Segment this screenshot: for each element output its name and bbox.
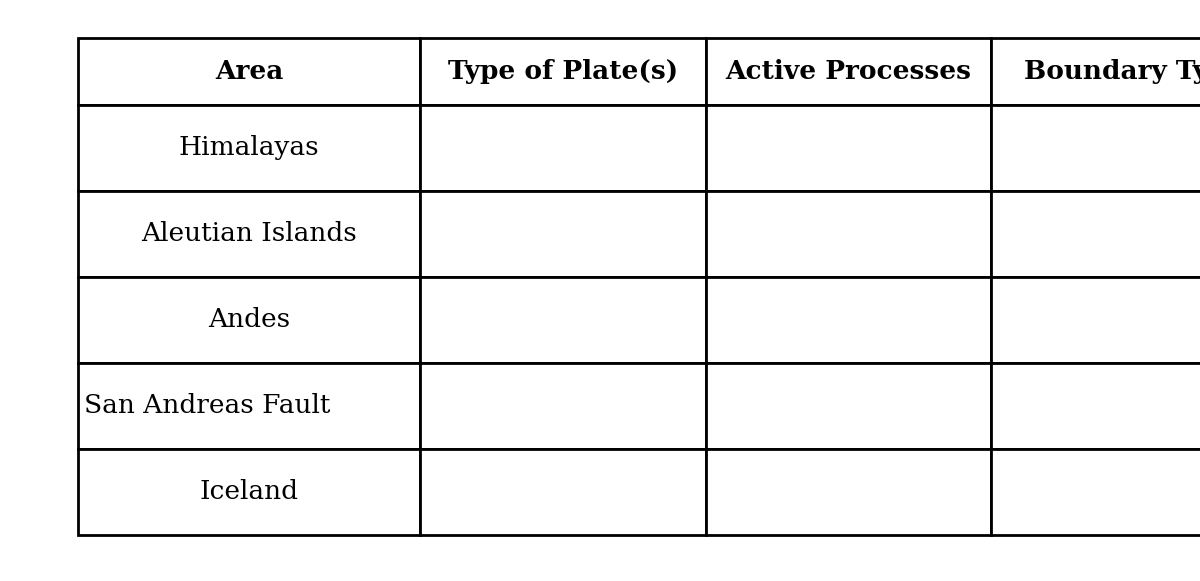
Bar [991,363,1200,449]
Bar [420,277,706,363]
Bar [706,363,991,449]
Bar [706,277,991,363]
Bar [991,449,1200,535]
Bar [706,191,991,277]
Bar [78,38,420,105]
Text: Type of Plate(s): Type of Plate(s) [448,59,678,84]
Text: Andes: Andes [208,307,290,332]
Bar [78,449,420,535]
Text: Himalayas: Himalayas [179,135,319,160]
Text: Aleutian Islands: Aleutian Islands [142,221,356,246]
Bar [991,277,1200,363]
Text: San Andreas Fault: San Andreas Fault [84,393,330,418]
Bar [420,105,706,191]
Bar [420,191,706,277]
Bar [991,191,1200,277]
Text: Iceland: Iceland [199,479,299,504]
Bar [420,449,706,535]
Text: Boundary Type: Boundary Type [1025,59,1200,84]
Bar [991,105,1200,191]
Bar [420,38,706,105]
Bar [991,38,1200,105]
Bar [706,38,991,105]
Bar [706,449,991,535]
Bar [78,105,420,191]
Bar [420,363,706,449]
Text: Active Processes: Active Processes [725,59,972,84]
Bar [78,363,420,449]
Bar [78,277,420,363]
Text: Area: Area [215,59,283,84]
Bar [78,191,420,277]
Bar [706,105,991,191]
